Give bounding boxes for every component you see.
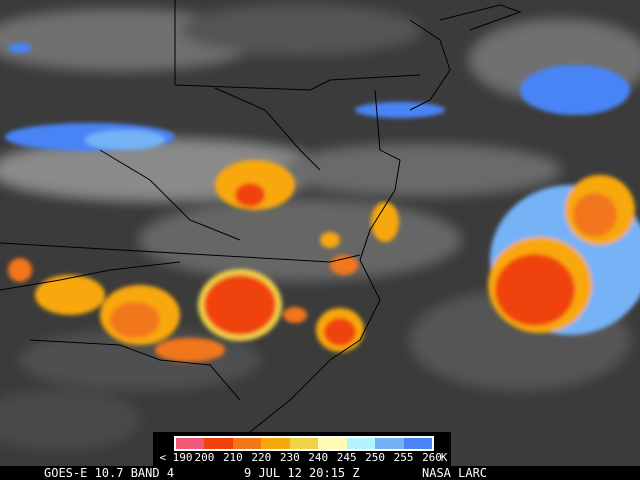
legend-tick-label: 200	[194, 451, 215, 464]
color-swatch	[232, 438, 262, 449]
satellite-band-label: GOES-E 10.7 BAND 4	[44, 466, 175, 480]
legend-tick-label: 210	[222, 451, 243, 464]
legend-tick-label: 255	[393, 451, 414, 464]
temperature-legend: < 190 200 210 220 230 240 245 250 255 260 K	[153, 432, 451, 466]
color-swatch	[375, 438, 404, 449]
legend-tick-label: K	[440, 451, 448, 464]
color-swatch	[346, 438, 376, 449]
cloud-cold-tops	[5, 43, 640, 362]
color-swatch	[318, 438, 347, 449]
image-caption: GOES-E 10.7 BAND 4 9 JUL 12 20:15 Z NASA…	[0, 466, 640, 480]
color-swatch	[403, 438, 432, 449]
source-label: NASA LARC	[422, 466, 488, 480]
legend-tick-label: 240	[308, 451, 329, 464]
color-swatch	[204, 438, 233, 449]
legend-tick-label: 250	[365, 451, 386, 464]
legend-tick-label: 245	[336, 451, 357, 464]
boundaries	[0, 0, 522, 441]
color-scale-bar	[174, 436, 434, 451]
legend-tick-label: < 190	[159, 451, 193, 464]
color-swatch	[261, 438, 290, 449]
color-swatch	[176, 438, 205, 449]
legend-tick-label: 230	[279, 451, 300, 464]
datetime-label: 9 JUL 12 20:15 Z	[244, 466, 360, 480]
color-swatch	[289, 438, 319, 449]
legend-tick-label: 260	[422, 451, 442, 464]
legend-tick-label: 220	[251, 451, 272, 464]
